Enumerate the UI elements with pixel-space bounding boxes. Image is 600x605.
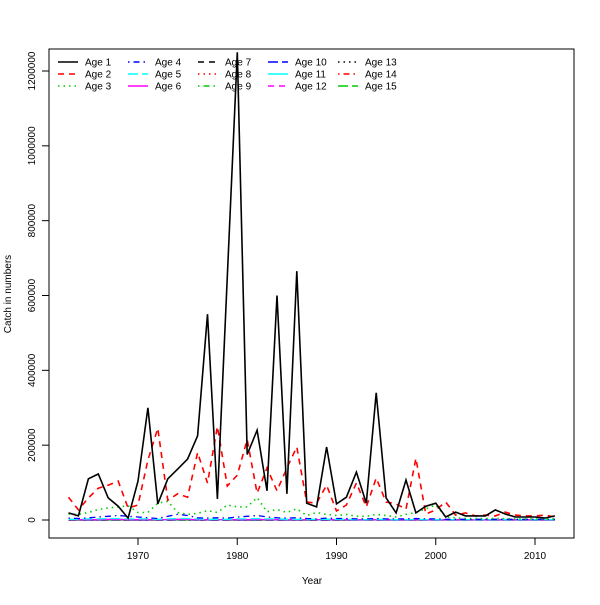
series-line-age-1 <box>69 52 555 518</box>
legend-label-age-1: Age 1 <box>85 58 112 69</box>
legend-label-age-13: Age 13 <box>365 58 397 69</box>
y-tick-label: 400000 <box>27 353 38 387</box>
legend-label-age-5: Age 5 <box>155 70 182 81</box>
series-line-age-2 <box>69 427 555 518</box>
y-tick-label: 600000 <box>27 278 38 312</box>
legend-label-age-14: Age 14 <box>365 70 397 81</box>
legend-label-age-8: Age 8 <box>225 70 252 81</box>
legend-label-age-15: Age 15 <box>365 82 397 93</box>
legend-label-age-4: Age 4 <box>155 58 182 69</box>
legend-label-age-3: Age 3 <box>85 82 112 93</box>
legend-label-age-12: Age 12 <box>295 82 327 93</box>
x-tick-label: 2000 <box>425 551 448 562</box>
y-axis-label: Catch in numbers <box>3 255 14 333</box>
legend-label-age-10: Age 10 <box>295 58 327 69</box>
series-lines <box>69 52 555 520</box>
y-tick-label: 1200000 <box>27 51 38 90</box>
y-tick-label: 200000 <box>27 428 38 462</box>
legend-label-age-11: Age 11 <box>295 70 326 81</box>
y-tick-label: 1000000 <box>27 126 38 165</box>
legend-label-age-6: Age 6 <box>155 82 182 93</box>
plot-frame <box>49 49 574 538</box>
legend-label-age-9: Age 9 <box>225 82 252 93</box>
y-tick-label: 0 <box>27 517 38 523</box>
y-tick-label: 800000 <box>27 204 38 238</box>
x-axis-label: Year <box>302 576 323 587</box>
legend-label-age-2: Age 2 <box>85 70 112 81</box>
x-tick-label: 2010 <box>524 551 547 562</box>
legend-label-age-7: Age 7 <box>225 58 252 69</box>
x-tick-label: 1990 <box>325 551 348 562</box>
x-tick-label: 1980 <box>226 551 249 562</box>
x-tick-label: 1970 <box>127 551 150 562</box>
